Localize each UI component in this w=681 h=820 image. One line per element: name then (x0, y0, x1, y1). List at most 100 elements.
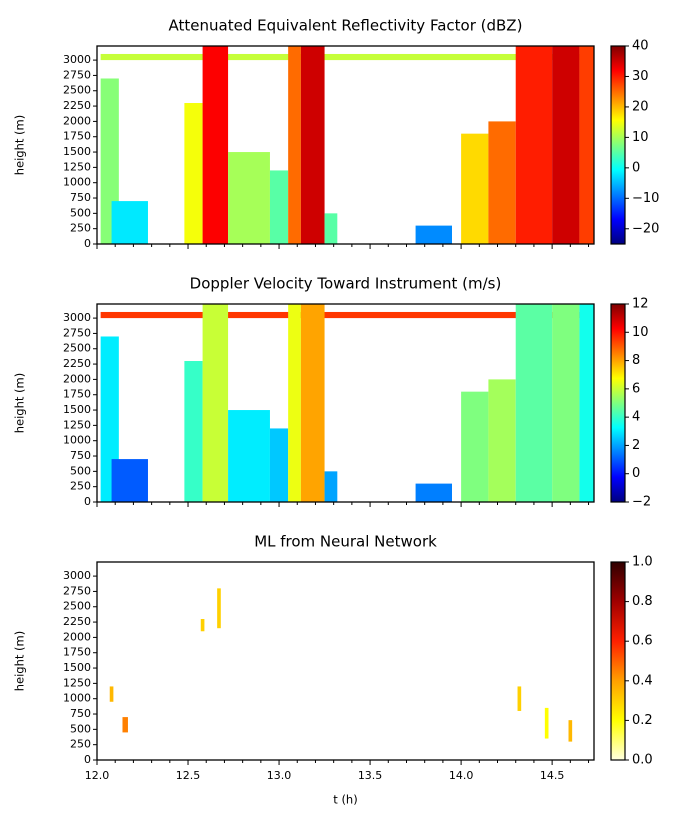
colorbar-tick-label: 6 (632, 381, 640, 396)
y-tick-label: 1000 (63, 434, 91, 447)
heat-cell (300, 46, 325, 244)
heat-cell (515, 46, 553, 244)
colorbar-tick-label: −2 (632, 495, 651, 510)
heat-cell (109, 686, 114, 702)
panel-title: Attenuated Equivalent Reflectivity Facto… (169, 17, 523, 35)
y-tick-label: 1250 (63, 160, 91, 173)
panel-title: ML from Neural Network (254, 533, 437, 551)
heat-cell (544, 707, 549, 739)
y-tick-label: 0 (84, 753, 91, 766)
y-tick-label: 250 (70, 738, 91, 751)
y-tick-label: 2500 (63, 84, 91, 97)
y-tick-label: 2750 (63, 584, 91, 597)
y-tick-label: 1000 (63, 692, 91, 705)
y-tick-label: 2000 (63, 372, 91, 385)
y-tick-label: 3000 (63, 569, 91, 582)
y-tick-label: 0 (84, 237, 91, 250)
heat-cell (200, 619, 205, 632)
y-tick-label: 500 (70, 206, 91, 219)
heat-cell (184, 103, 203, 245)
heat-cell (415, 225, 452, 244)
heat-cell (269, 428, 289, 502)
y-tick-label: 250 (70, 222, 91, 235)
heat-cell (269, 170, 289, 244)
x-axis-label: t (h) (333, 793, 357, 807)
y-tick-label: 1750 (63, 388, 91, 401)
heat-cell (288, 304, 301, 502)
y-tick-label: 2750 (63, 326, 91, 339)
colorbar-tick-label: 0.4 (632, 673, 653, 688)
y-tick-label: 2750 (63, 68, 91, 81)
y-tick-label: 250 (70, 480, 91, 493)
heat-cell (461, 391, 489, 502)
heat-cell (579, 304, 594, 502)
heat-cell (579, 46, 594, 244)
colorbar-tick-label: 4 (632, 410, 640, 425)
colorbar-tick-label: 10 (632, 130, 649, 145)
y-tick-label: 750 (70, 449, 91, 462)
y-tick-label: 750 (70, 191, 91, 204)
heat-cell (100, 53, 595, 61)
plot-frame (96, 45, 595, 245)
y-tick-label: 1500 (63, 661, 91, 674)
colorbar-tick-label: 12 (632, 297, 649, 312)
heat-cell (461, 133, 489, 244)
colorbar-tick-label: 30 (632, 69, 649, 84)
y-tick-label: 500 (70, 464, 91, 477)
heat-cell (100, 311, 595, 319)
heat-cell (217, 588, 221, 629)
y-tick-label: 2000 (63, 114, 91, 127)
y-tick-label: 2250 (63, 615, 91, 628)
colorbar (610, 561, 626, 761)
heat-cell (415, 483, 452, 502)
y-tick-label: 1250 (63, 418, 91, 431)
y-axis-label: height (m) (13, 373, 27, 434)
heat-cell (324, 213, 338, 244)
heat-cell (552, 304, 580, 502)
heat-cell (288, 46, 301, 244)
plot-frame (96, 303, 595, 503)
heat-cell (184, 361, 203, 502)
plot-frame (96, 561, 595, 761)
colorbar-tick-label: 2 (632, 438, 640, 453)
heat-cell (202, 46, 229, 244)
heat-cell (568, 720, 573, 742)
colorbar-tick-label: −10 (632, 191, 659, 206)
x-tick-label: 13.5 (358, 769, 383, 782)
colorbar-tick-label: 8 (632, 353, 640, 368)
y-tick-label: 500 (70, 722, 91, 735)
x-tick-label: 12.5 (176, 769, 201, 782)
heat-cell (300, 304, 325, 502)
y-axis-label: height (m) (13, 115, 27, 176)
y-tick-label: 1750 (63, 646, 91, 659)
colorbar (610, 303, 626, 503)
heat-cell (488, 379, 516, 502)
colorbar-tick-label: 0.2 (632, 713, 653, 728)
y-tick-label: 1750 (63, 130, 91, 143)
y-tick-label: 1500 (63, 403, 91, 416)
x-tick-label: 13.0 (267, 769, 292, 782)
heat-cell (515, 304, 553, 502)
y-tick-label: 1250 (63, 676, 91, 689)
colorbar-tick-label: 40 (632, 39, 649, 54)
y-tick-label: 2500 (63, 342, 91, 355)
colorbar-tick-label: 0.8 (632, 594, 653, 609)
colorbar-tick-label: −20 (632, 221, 659, 236)
colorbar-tick-label: 1.0 (632, 555, 653, 570)
colorbar-tick-label: 0 (632, 466, 640, 481)
y-tick-label: 2000 (63, 630, 91, 643)
colorbar-tick-label: 0 (632, 160, 640, 175)
y-axis-label: height (m) (13, 631, 27, 692)
heat-cell (228, 152, 270, 244)
colorbar-tick-label: 0.0 (632, 753, 653, 768)
colorbar-tick-label: 0.6 (632, 634, 653, 649)
y-tick-label: 1000 (63, 176, 91, 189)
colorbar (610, 45, 626, 245)
x-tick-label: 14.0 (449, 769, 474, 782)
y-tick-label: 1500 (63, 145, 91, 158)
heat-cell (122, 717, 128, 733)
y-tick-label: 0 (84, 495, 91, 508)
colorbar-tick-label: 10 (632, 325, 649, 340)
x-tick-label: 14.5 (540, 769, 565, 782)
